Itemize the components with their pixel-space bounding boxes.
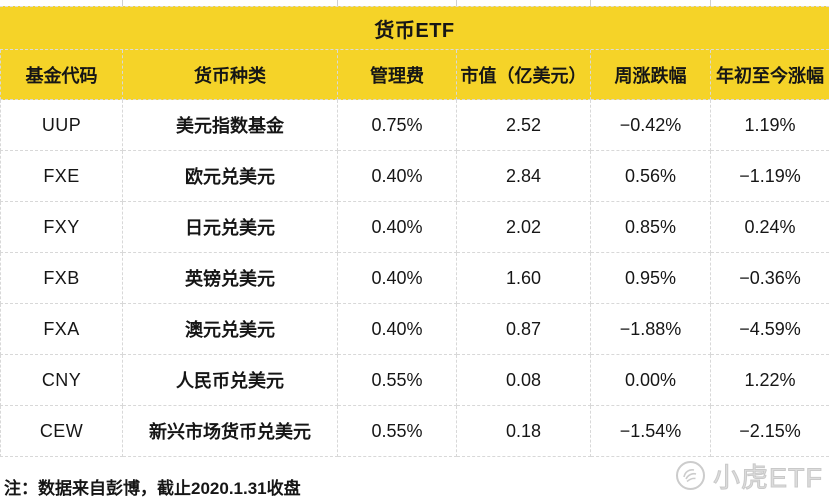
table-title: 货币ETF <box>0 6 829 50</box>
strip-cell <box>123 0 338 6</box>
cell-ytd-change: −1.19% <box>711 151 829 202</box>
cell-weekly-change: 0.95% <box>591 253 711 304</box>
header-management-fee: 管理费 <box>338 50 457 100</box>
watermark: 小虎ETF <box>675 456 823 495</box>
cell-fund-code: FXY <box>0 202 123 253</box>
table-row: FXA 澳元兑美元 0.40% 0.87 −1.88% −4.59% <box>0 304 829 355</box>
cell-fund-code: CEW <box>0 406 123 457</box>
cell-market-cap: 2.52 <box>457 100 591 151</box>
cell-management-fee: 0.55% <box>338 355 457 406</box>
cell-fund-code: FXA <box>0 304 123 355</box>
cell-weekly-change: 0.00% <box>591 355 711 406</box>
footnote: 注：数据来自彭博，截止2020.1.31收盘 <box>4 479 301 498</box>
strip-cell <box>591 0 711 6</box>
table-row: FXE 欧元兑美元 0.40% 2.84 0.56% −1.19% <box>0 151 829 202</box>
tiger-stamp-icon <box>675 460 706 491</box>
table-row: CNY 人民币兑美元 0.55% 0.08 0.00% 1.22% <box>0 355 829 406</box>
table-row: FXY 日元兑美元 0.40% 2.02 0.85% 0.24% <box>0 202 829 253</box>
cell-weekly-change: 0.56% <box>591 151 711 202</box>
strip-cell <box>338 0 457 6</box>
strip-cell <box>0 0 123 6</box>
cell-ytd-change: 1.22% <box>711 355 829 406</box>
cell-management-fee: 0.40% <box>338 202 457 253</box>
cell-management-fee: 0.40% <box>338 253 457 304</box>
cell-currency-type: 澳元兑美元 <box>123 304 338 355</box>
header-ytd-change: 年初至今涨幅 <box>711 50 829 100</box>
cell-ytd-change: −2.15% <box>711 406 829 457</box>
table-row: CEW 新兴市场货币兑美元 0.55% 0.18 −1.54% −2.15% <box>0 406 829 457</box>
cell-weekly-change: −1.54% <box>591 406 711 457</box>
cell-ytd-change: −0.36% <box>711 253 829 304</box>
cell-weekly-change: −0.42% <box>591 100 711 151</box>
cell-fund-code: FXE <box>0 151 123 202</box>
header-fund-code: 基金代码 <box>0 50 123 100</box>
cell-currency-type: 日元兑美元 <box>123 202 338 253</box>
header-row: 基金代码 货币种类 管理费 市值（亿美元） 周涨跌幅 年初至今涨幅 <box>0 50 829 100</box>
cell-market-cap: 1.60 <box>457 253 591 304</box>
cell-weekly-change: −1.88% <box>591 304 711 355</box>
cell-management-fee: 0.55% <box>338 406 457 457</box>
cell-market-cap: 2.84 <box>457 151 591 202</box>
header-weekly-change: 周涨跌幅 <box>591 50 711 100</box>
cell-fund-code: FXB <box>0 253 123 304</box>
cell-market-cap: 0.08 <box>457 355 591 406</box>
cell-fund-code: CNY <box>0 355 123 406</box>
table-row: UUP 美元指数基金 0.75% 2.52 −0.42% 1.19% <box>0 100 829 151</box>
strip-cell <box>457 0 591 6</box>
cell-currency-type: 新兴市场货币兑美元 <box>123 406 338 457</box>
cell-currency-type: 人民币兑美元 <box>123 355 338 406</box>
table-row: FXB 英镑兑美元 0.40% 1.60 0.95% −0.36% <box>0 253 829 304</box>
cell-currency-type: 英镑兑美元 <box>123 253 338 304</box>
cell-management-fee: 0.40% <box>338 304 457 355</box>
cell-weekly-change: 0.85% <box>591 202 711 253</box>
strip-cell <box>711 0 829 6</box>
header-currency-type: 货币种类 <box>123 50 338 100</box>
header-market-cap: 市值（亿美元） <box>457 50 591 100</box>
cell-market-cap: 0.87 <box>457 304 591 355</box>
cell-currency-type: 美元指数基金 <box>123 100 338 151</box>
cell-currency-type: 欧元兑美元 <box>123 151 338 202</box>
cell-market-cap: 2.02 <box>457 202 591 253</box>
cell-management-fee: 0.40% <box>338 151 457 202</box>
spreadsheet-top-strip <box>0 0 829 6</box>
cell-ytd-change: 1.19% <box>711 100 829 151</box>
cell-fund-code: UUP <box>0 100 123 151</box>
cell-management-fee: 0.75% <box>338 100 457 151</box>
cell-market-cap: 0.18 <box>457 406 591 457</box>
cell-ytd-change: −4.59% <box>711 304 829 355</box>
watermark-brand: 小虎ETF <box>713 463 823 494</box>
cell-ytd-change: 0.24% <box>711 202 829 253</box>
